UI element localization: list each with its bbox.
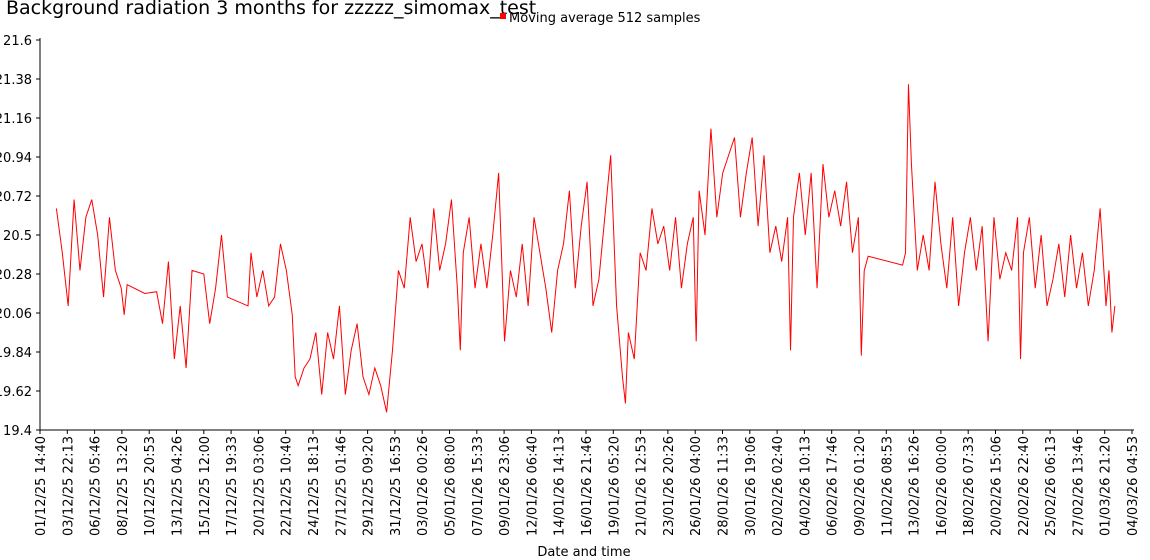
x-tick-label: 05/01/26 08:00 [444, 436, 459, 536]
x-tick-label: 12/01/26 06:40 [525, 436, 540, 536]
x-tick-label: 20/12/25 03:06 [252, 436, 267, 536]
x-tick-label: 07/01/26 15:33 [471, 436, 486, 536]
x-tick-label: 04/03/26 04:53 [1126, 436, 1141, 536]
y-tick-label: 20.72 [0, 190, 32, 205]
x-tick-label: 09/01/26 23:06 [498, 436, 513, 536]
y-tick-label: 19.62 [0, 385, 32, 400]
x-tick-label: 22/02/26 22:40 [1017, 436, 1032, 536]
y-tick-label: 20.06 [0, 307, 32, 322]
x-tick-label: 16/02/26 00:00 [935, 436, 950, 536]
y-tick-label: 20.5 [3, 229, 32, 244]
x-tick-label: 13/12/25 04:26 [170, 436, 185, 536]
x-tick-label: 03/12/25 22:13 [61, 436, 76, 536]
legend-label: Moving average 512 samples [509, 11, 701, 26]
y-tick-label: 19.84 [0, 346, 32, 361]
chart-title: Background radiation 3 months for zzzzz_… [6, 0, 536, 19]
x-tick-label: 17/12/25 19:33 [225, 436, 240, 536]
data-line [55, 84, 1116, 413]
x-tick-label: 25/02/26 06:13 [1044, 436, 1059, 536]
x-tick-label: 21/01/26 12:53 [635, 436, 650, 536]
y-tick-label: 21.6 [3, 34, 32, 49]
x-tick-label: 04/02/26 10:13 [798, 436, 813, 536]
x-axis-label: Date and time [537, 545, 630, 560]
x-tick-label: 27/02/26 13:46 [1071, 436, 1086, 536]
x-tick-label: 29/12/25 09:20 [362, 436, 377, 536]
x-tick-label: 10/12/25 20:53 [143, 436, 158, 536]
x-tick-label: 14/01/26 14:13 [553, 436, 568, 536]
x-tick-label: 06/12/25 05:46 [89, 436, 104, 536]
x-tick-label: 09/02/26 01:20 [853, 436, 868, 536]
x-tick-label: 22/12/25 10:40 [280, 436, 295, 536]
x-tick-label: 23/01/26 20:26 [662, 436, 677, 536]
y-tick-label: 20.28 [0, 268, 32, 283]
x-tick-label: 13/02/26 16:26 [908, 436, 923, 536]
legend-swatch [500, 13, 506, 19]
x-tick-label: 11/02/26 08:53 [880, 436, 895, 536]
x-tick-label: 18/02/26 07:33 [962, 436, 977, 536]
x-tick-label: 03/01/26 00:26 [416, 436, 431, 536]
x-tick-label: 20/02/26 15:06 [989, 436, 1004, 536]
y-tick-label: 21.38 [0, 73, 32, 88]
x-tick-label: 02/02/26 02:40 [771, 436, 786, 536]
x-tick-label: 24/12/25 18:13 [307, 436, 322, 536]
x-tick-label: 19/01/26 05:20 [607, 436, 622, 536]
y-tick-label: 21.16 [0, 112, 32, 127]
x-tick-label: 01/12/25 14:40 [34, 436, 49, 536]
x-tick-label: 27/12/25 01:46 [334, 436, 349, 536]
x-tick-label: 30/01/26 19:06 [744, 436, 759, 536]
x-tick-label: 08/12/25 13:20 [116, 436, 131, 536]
x-tick-label: 01/03/26 21:20 [1099, 436, 1114, 536]
x-tick-label: 16/01/26 21:46 [580, 436, 595, 536]
x-tick-label: 15/12/25 12:00 [198, 436, 213, 536]
x-tick-label: 06/02/26 17:46 [826, 436, 841, 536]
x-tick-label: 28/01/26 11:33 [716, 436, 731, 536]
x-tick-label: 31/12/25 16:53 [389, 436, 404, 536]
y-tick-label: 19.4 [3, 424, 32, 439]
x-tick-label: 26/01/26 04:00 [689, 436, 704, 536]
y-tick-label: 20.94 [0, 151, 32, 166]
